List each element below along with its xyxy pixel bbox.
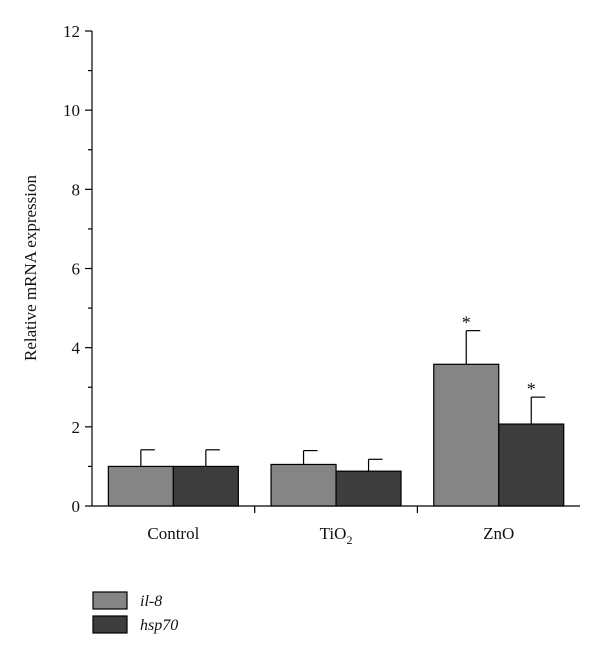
y-tick-label: 4 [72,339,81,358]
legend-label-il-8: il-8 [140,593,162,610]
legend-swatch-hsp70 [92,615,128,634]
x-tick-label-text: TiO [320,524,347,543]
bar-il-8-0 [107,465,174,507]
x-tick-label-subscript: 2 [346,533,352,547]
bars-group: ** [107,313,565,507]
bar-hsp70-1 [335,470,402,507]
y-tick-label: 8 [72,180,81,199]
bar-hsp70-2 [498,423,565,507]
bar-il-8-1 [270,463,337,507]
x-tick-label-text: Control [147,524,199,543]
x-tick-label: ZnO [483,524,514,543]
y-tick-label: 0 [72,497,81,516]
y-tick-label: 10 [63,101,80,120]
y-tick-label: 6 [72,260,81,279]
y-tick-label: 12 [63,22,80,41]
x-tick-label-text: ZnO [483,524,514,543]
y-axis-title: Relative mRNA expression [21,174,40,361]
bar-hsp70-0 [172,465,239,507]
x-tick-label: Control [147,524,199,543]
legend-swatch-il-8 [92,591,128,610]
legend: il-8 hsp70 [92,591,178,634]
significance-marker: * [462,313,471,333]
y-tick-label: 2 [72,418,81,437]
significance-marker: * [527,379,536,399]
x-tick-label: TiO2 [320,524,353,547]
legend-label-hsp70: hsp70 [140,617,178,634]
bar-il-8-2 [433,363,500,507]
